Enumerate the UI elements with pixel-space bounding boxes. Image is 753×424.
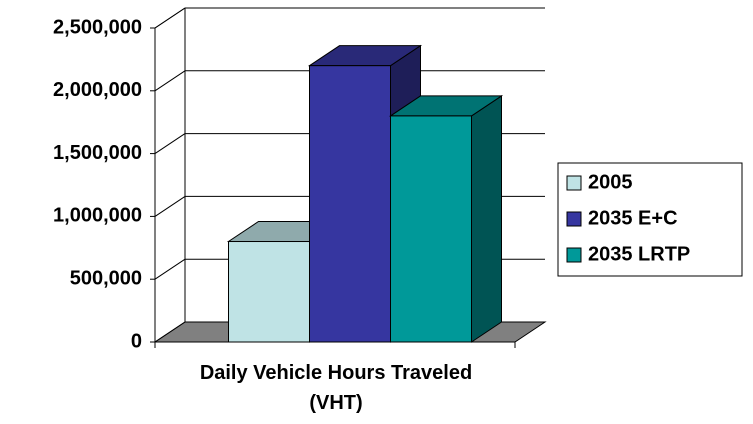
y-tick-label: 1,500,000 [53,142,142,164]
legend-label: 2005 [588,171,633,193]
grid-line [154,7,186,29]
bar-side [471,94,502,343]
grid-line [154,258,186,280]
bar [390,115,472,343]
y-tick-label: 500,000 [70,267,142,289]
grid-line [154,321,186,343]
y-tick-label: 2,500,000 [53,16,142,38]
legend-swatch [566,175,582,191]
legend-label: 2035 E+C [588,207,678,229]
grid-line [154,195,186,217]
legend-label: 2035 LRTP [588,243,690,265]
y-tick-label: 1,000,000 [53,205,142,227]
legend-box [557,162,743,277]
x-category-label: Daily Vehicle Hours Traveled (VHT) [199,362,473,414]
y-tick-label: 0 [131,330,142,352]
grid-line [154,133,186,155]
y-tick-label: 2,000,000 [53,79,142,101]
legend-swatch [566,211,582,227]
legend-swatch [566,247,582,263]
bar [228,241,310,343]
bar [309,65,391,343]
grid-line [154,70,186,92]
